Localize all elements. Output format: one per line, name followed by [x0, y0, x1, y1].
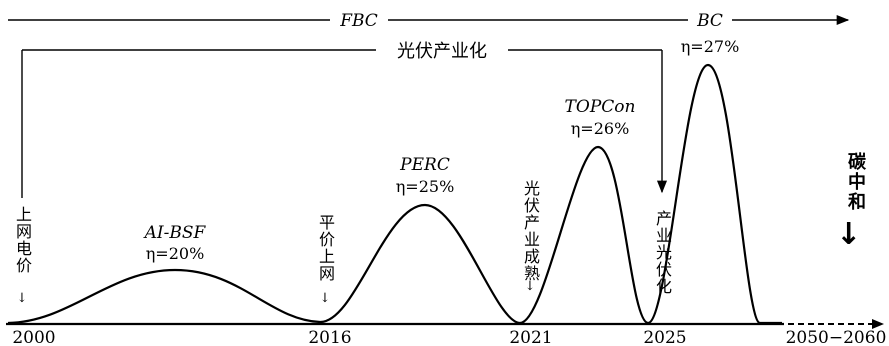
- down-arrow-icon: ↓: [836, 217, 862, 252]
- peak-name: TOPCon: [565, 97, 636, 117]
- peak-efficiency: η=20%: [146, 244, 205, 263]
- milestone-industry-maturity: 光伏产业成熟: [521, 180, 540, 282]
- tick-2016: 2016: [308, 328, 351, 346]
- timeline-arrowhead: [872, 319, 884, 329]
- peak-label-topcon: TOPCon η=26%: [565, 97, 636, 138]
- peak-name: AI-BSF: [143, 223, 207, 243]
- tick-2025: 2025: [643, 328, 686, 346]
- peak-label-bc: η=27%: [681, 37, 740, 56]
- tick-2000: 2000: [12, 328, 55, 346]
- fbc-label: FBC: [339, 11, 378, 31]
- milestone-feed-in-tariff: 上网电价: [13, 206, 32, 274]
- tick-2050-2060: 2050−2060: [786, 328, 887, 346]
- milestone-industry-pv: 产业光伏化: [653, 210, 672, 295]
- down-arrow-icon: ↓: [525, 279, 536, 294]
- peak-name: PERC: [399, 155, 450, 175]
- down-arrow-icon: ↓: [17, 291, 28, 306]
- down-arrow-icon: ↓: [320, 291, 331, 306]
- carbon-neutrality-label: 碳中和: [845, 152, 866, 212]
- industrialization-bracket: [21, 49, 668, 198]
- peak-efficiency: η=25%: [396, 177, 455, 196]
- milestone-grid-parity: 平价上网: [316, 214, 335, 282]
- peak-label-perc: PERC η=25%: [396, 155, 455, 196]
- peak-efficiency: η=26%: [571, 119, 630, 138]
- peak-label-al-bsf: AI-BSF η=20%: [143, 223, 207, 263]
- industrialization-label: 光伏产业化: [397, 41, 487, 62]
- efficiency-curve: [7, 63, 782, 325]
- peak-efficiency: η=27%: [681, 37, 740, 56]
- bc-top-label: BC: [696, 11, 723, 31]
- tick-2021: 2021: [509, 328, 552, 346]
